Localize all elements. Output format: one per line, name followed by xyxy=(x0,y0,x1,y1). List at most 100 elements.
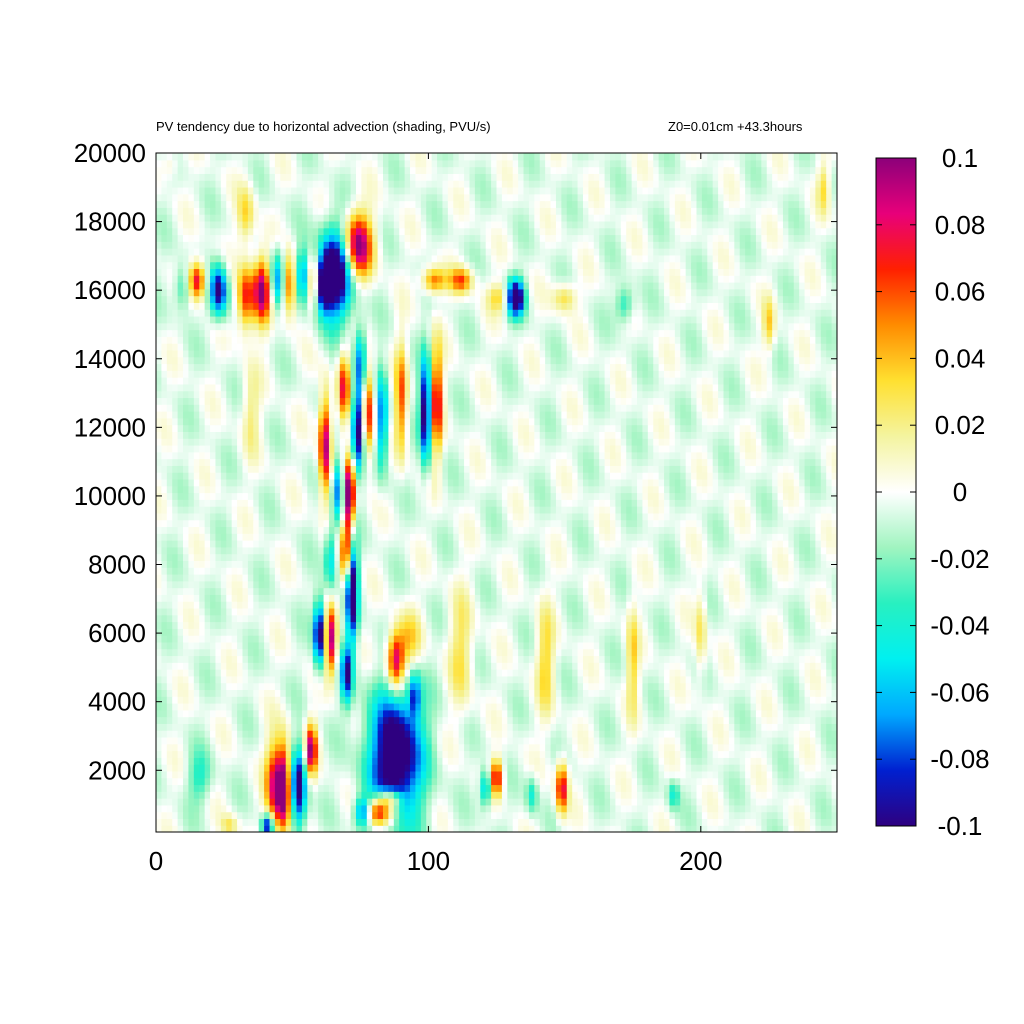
heatmap-cell xyxy=(166,641,173,650)
heatmap-cell xyxy=(577,716,584,724)
heatmap-cell xyxy=(620,607,627,616)
heatmap-cell xyxy=(723,811,730,820)
heatmap-cell xyxy=(156,662,162,670)
heatmap-cell xyxy=(637,750,644,758)
heatmap-cell xyxy=(647,736,654,745)
heatmap-cell xyxy=(426,560,433,568)
heatmap-cell xyxy=(210,730,217,738)
heatmap-cell xyxy=(474,750,481,758)
heatmap-cell xyxy=(755,702,762,711)
heatmap-cell xyxy=(685,573,692,582)
heatmap-cell xyxy=(301,675,308,684)
heatmap-cell xyxy=(637,798,644,806)
heatmap-cell xyxy=(642,764,649,772)
heatmap-cell xyxy=(469,628,476,636)
heatmap-cell xyxy=(161,655,168,663)
heatmap-cell xyxy=(328,587,335,595)
heatmap-cell xyxy=(372,757,379,765)
heatmap-cell xyxy=(582,648,589,657)
heatmap-cell xyxy=(804,804,811,813)
heatmap-cell xyxy=(447,798,454,806)
heatmap-cell xyxy=(247,825,254,832)
heatmap-cell xyxy=(804,628,811,636)
heatmap-cell xyxy=(507,594,514,602)
heatmap-cell xyxy=(512,791,519,799)
heatmap-cell xyxy=(491,621,498,629)
heatmap-cell xyxy=(420,614,427,623)
heatmap-cell xyxy=(761,567,768,575)
heatmap-cell xyxy=(523,750,530,758)
heatmap-cell xyxy=(674,757,681,765)
heatmap-cell xyxy=(253,736,260,745)
heatmap-cell xyxy=(453,601,460,609)
heatmap-cell xyxy=(512,648,519,657)
heatmap-cell xyxy=(480,750,487,758)
heatmap-cell xyxy=(431,811,438,820)
heatmap-cell xyxy=(291,696,298,704)
heatmap-cell xyxy=(637,682,644,691)
heatmap-cell xyxy=(404,743,411,752)
heatmap-cell xyxy=(631,614,638,623)
heatmap-cell xyxy=(415,709,422,718)
heatmap-cell xyxy=(410,675,417,684)
heatmap-cell xyxy=(247,689,254,697)
heatmap-cell xyxy=(604,709,611,718)
heatmap-cell xyxy=(550,736,557,745)
heatmap-cell xyxy=(328,635,335,643)
heatmap-cell xyxy=(610,621,616,629)
heatmap-cell xyxy=(610,607,616,616)
heatmap-cell xyxy=(664,777,671,786)
heatmap-cell xyxy=(593,804,600,813)
heatmap-cell xyxy=(518,777,525,786)
heatmap-cell xyxy=(156,614,162,623)
heatmap-cell xyxy=(739,750,746,758)
heatmap-cell xyxy=(788,675,795,684)
heatmap-cell xyxy=(772,791,779,799)
heatmap-cell xyxy=(528,669,535,677)
heatmap-cell xyxy=(631,567,638,575)
heatmap-cell xyxy=(831,825,837,832)
heatmap-cell xyxy=(761,730,768,738)
heatmap-cell xyxy=(388,662,395,670)
heatmap-cell xyxy=(474,689,481,697)
heatmap-cell xyxy=(826,770,833,779)
heatmap-cell xyxy=(707,648,714,657)
heatmap-cell xyxy=(566,702,573,711)
heatmap-cell xyxy=(718,587,725,595)
heatmap-cell xyxy=(501,587,508,595)
heatmap-cell xyxy=(193,743,200,752)
heatmap-cell xyxy=(745,580,752,589)
heatmap-cell xyxy=(631,669,638,677)
heatmap-cell xyxy=(782,635,789,643)
heatmap-cell xyxy=(604,736,611,745)
heatmap-cell xyxy=(399,791,406,799)
heatmap-cell xyxy=(296,730,303,738)
heatmap-cell xyxy=(161,811,168,820)
heatmap-cell xyxy=(247,601,254,609)
heatmap-cell xyxy=(707,804,714,813)
heatmap-cell xyxy=(826,818,833,826)
heatmap-cell xyxy=(728,621,735,629)
heatmap-cell xyxy=(799,641,806,650)
heatmap-cell xyxy=(696,777,703,786)
heatmap-cell xyxy=(220,757,227,765)
heatmap-cell xyxy=(453,580,460,589)
heatmap-cell xyxy=(707,709,714,718)
heatmap-cell xyxy=(750,635,757,643)
heatmap-cell xyxy=(253,709,260,718)
heatmap-cell xyxy=(177,628,184,636)
heatmap-cell xyxy=(199,635,206,643)
heatmap-cell xyxy=(599,696,606,704)
heatmap-cell xyxy=(361,635,368,643)
heatmap-cell xyxy=(572,804,579,813)
heatmap-cell xyxy=(539,594,546,602)
heatmap-cell xyxy=(696,655,703,663)
heatmap-cell xyxy=(199,655,206,663)
heatmap-cell xyxy=(393,770,400,779)
heatmap-cell xyxy=(691,818,698,826)
heatmap-cell xyxy=(399,818,406,826)
heatmap-cell xyxy=(242,669,249,677)
heatmap-cell xyxy=(193,723,200,731)
heatmap-cell xyxy=(647,791,654,799)
heatmap-cell xyxy=(793,607,800,616)
